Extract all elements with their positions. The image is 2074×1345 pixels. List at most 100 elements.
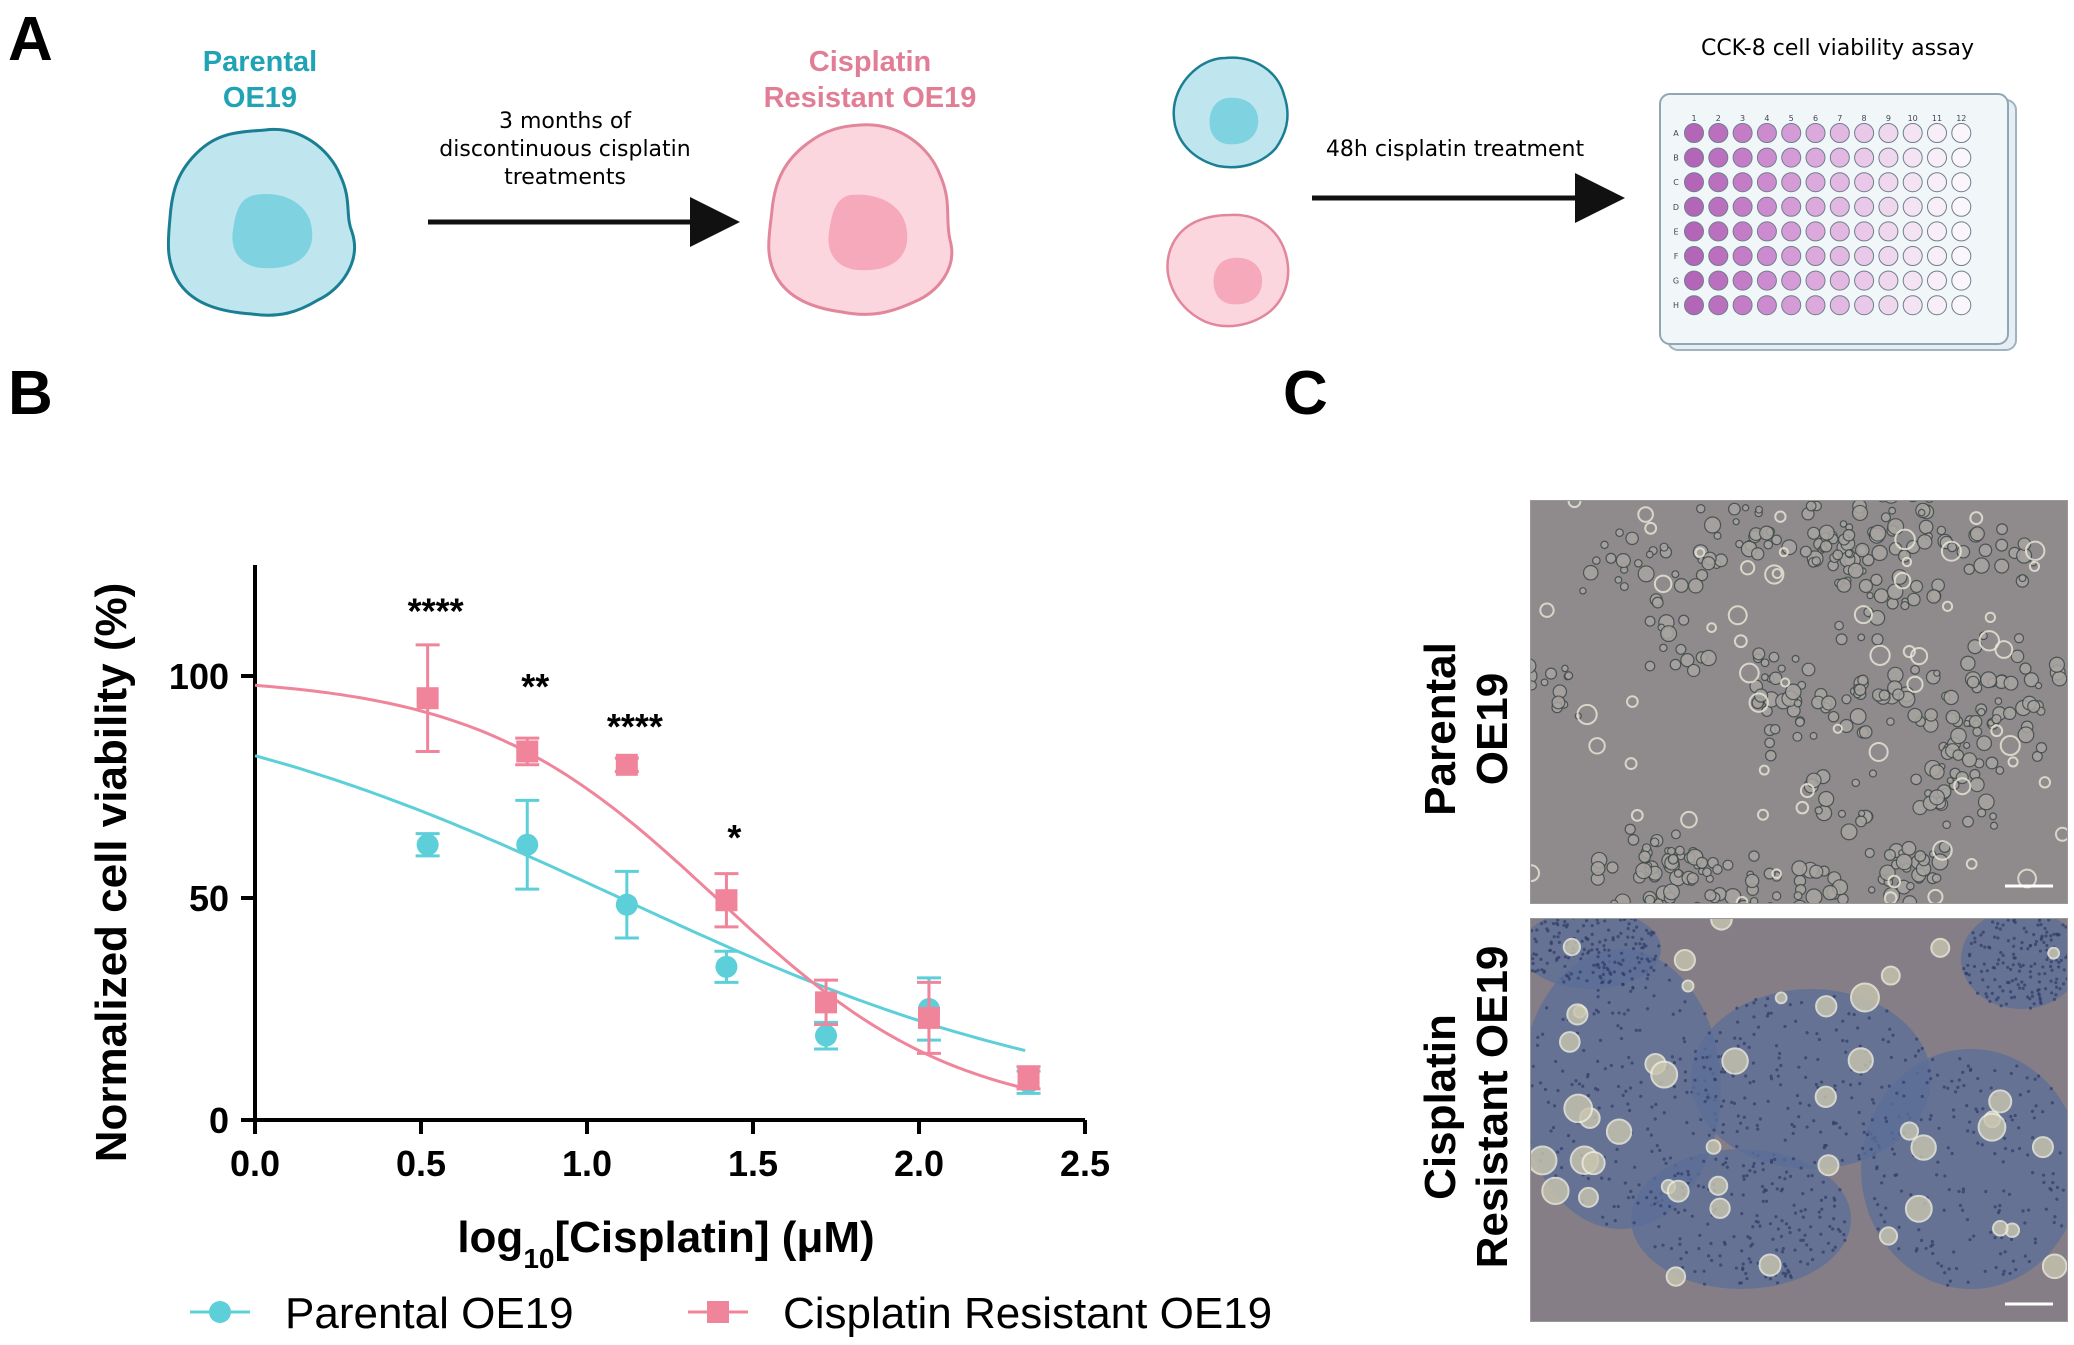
cell	[1818, 790, 1835, 808]
colony-cell	[1556, 935, 1560, 939]
cell	[2034, 681, 2043, 690]
colony-cell	[2033, 1237, 2037, 1241]
panel-c-parental-line1: Parental	[1416, 642, 1465, 816]
colony-cell	[1601, 972, 1605, 977]
colony-cell	[1966, 963, 1970, 968]
colony-cell	[1556, 1150, 1560, 1154]
cell	[1842, 528, 1856, 542]
colony-cell	[2002, 1189, 2006, 1193]
colony-cell	[1872, 1196, 1877, 1201]
colony-cell	[2025, 995, 2030, 999]
plate-well	[1878, 172, 1899, 193]
round-cell	[2028, 560, 2041, 573]
plate-row-label: G	[1673, 277, 1679, 286]
cell	[1884, 501, 1898, 504]
cell	[1880, 512, 1891, 523]
colony-cell	[1885, 1009, 1889, 1013]
cell	[1961, 752, 1978, 768]
cell	[1635, 862, 1653, 880]
colony-cell	[1685, 1090, 1689, 1094]
colony-cell	[1595, 963, 1599, 967]
cell	[1695, 856, 1709, 869]
colony-cell	[1603, 948, 1607, 952]
colony-cell	[1942, 1208, 1946, 1212]
colony-cell	[1844, 1050, 1848, 1054]
round-cell	[1708, 1175, 1729, 1196]
colony-cell	[1831, 1248, 1835, 1252]
cell	[1918, 519, 1934, 535]
colony-cell	[1597, 950, 1601, 955]
colony-cell	[1630, 977, 1634, 981]
cell	[1619, 582, 1629, 592]
cell	[1805, 501, 1817, 512]
cell	[1732, 518, 1740, 526]
colony-cell	[1563, 920, 1567, 924]
colony-cell	[1919, 1118, 1923, 1122]
colony-cell	[1619, 1026, 1623, 1030]
colony-cell	[2030, 990, 2034, 994]
colony-cell	[1694, 1057, 1698, 1061]
colony-cell	[1735, 1129, 1739, 1134]
round-cell	[1878, 1226, 1899, 1246]
colony-cell	[1886, 1040, 1891, 1044]
cell	[1659, 643, 1668, 653]
colony-cell	[1624, 942, 1628, 947]
plate-well	[1902, 147, 1923, 168]
colony-cell	[1670, 1055, 1674, 1059]
colony-cell	[1920, 1046, 1924, 1051]
colony-cell	[1936, 1261, 1940, 1265]
x-axis-label: log10[Cisplatin] (μM)	[457, 1213, 874, 1274]
colony-cell	[1936, 1160, 1940, 1164]
colony-cell	[2047, 919, 2051, 922]
colony-cell	[1633, 919, 1637, 922]
colony-cell	[1809, 1247, 1813, 1252]
cell	[1837, 809, 1847, 818]
significance-annotation: ****	[408, 590, 464, 631]
colony-cell	[2044, 934, 2048, 938]
colony-cell	[1765, 1199, 1769, 1203]
panel-c-parental-line2: OE19	[1468, 672, 1517, 786]
colony-cell	[1561, 1017, 1565, 1022]
round-cell	[1880, 965, 1901, 986]
colony-cell	[1929, 1244, 1933, 1248]
colony-cell	[1935, 1173, 1939, 1177]
colony-cell	[1891, 1033, 1895, 1037]
colony-cell	[1686, 1181, 1690, 1185]
cell	[1724, 888, 1742, 903]
colony-cell	[1784, 1264, 1788, 1268]
cell	[1760, 673, 1769, 682]
colony-cell	[1708, 1067, 1713, 1071]
colony-cell	[1563, 955, 1567, 959]
colony-cell	[1913, 1054, 1918, 1058]
colony-cell	[2045, 930, 2049, 934]
cell	[1649, 837, 1660, 848]
cell	[1755, 505, 1763, 514]
cell	[1644, 894, 1656, 903]
colony-cell	[1673, 1095, 1677, 1099]
round-cell	[1539, 602, 1555, 618]
colony-cell	[2059, 958, 2063, 962]
colony-cell	[2007, 1192, 2012, 1196]
colony-cell	[1747, 1257, 1751, 1261]
colony-cell	[1843, 1238, 1847, 1243]
cell	[2010, 649, 2025, 664]
colony-cell	[1998, 1252, 2003, 1256]
colony-cell	[1764, 1004, 1768, 1008]
colony-cell	[2049, 938, 2053, 942]
colony-cell	[1755, 1213, 1759, 1218]
parental-label-line2: OE19	[222, 82, 298, 114]
colony-cell	[1756, 1025, 1761, 1029]
colony-cell	[1705, 1055, 1709, 1059]
cell	[1551, 695, 1566, 710]
round-cell	[2024, 540, 2046, 562]
colony-cell	[1596, 1059, 1600, 1063]
data-point-resistant	[1017, 1066, 1040, 1089]
colony-cell	[1548, 948, 1552, 952]
cell	[1916, 534, 1933, 550]
colony-cell	[2037, 972, 2041, 976]
cell	[1702, 867, 1712, 878]
colony-cell	[1633, 966, 1637, 970]
cell	[1907, 707, 1923, 723]
colony-cell	[1672, 1084, 1677, 1089]
colony-cell	[1619, 1037, 1624, 1041]
